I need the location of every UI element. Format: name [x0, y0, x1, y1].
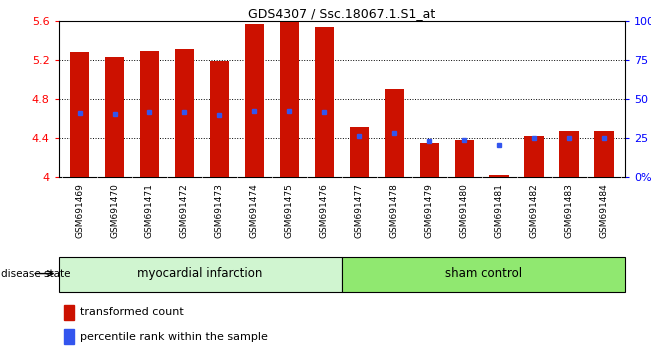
Bar: [280, 22, 299, 177]
Bar: [490, 175, 508, 177]
Text: GSM691475: GSM691475: [285, 183, 294, 238]
Text: GSM691479: GSM691479: [424, 183, 434, 238]
Bar: [314, 27, 334, 177]
Text: GSM691481: GSM691481: [495, 183, 504, 238]
Text: GSM691470: GSM691470: [110, 183, 119, 238]
FancyBboxPatch shape: [59, 257, 342, 292]
Text: GSM691478: GSM691478: [390, 183, 398, 238]
Text: disease state: disease state: [1, 269, 70, 279]
Text: GSM691480: GSM691480: [460, 183, 469, 238]
Bar: [140, 51, 159, 177]
Text: GSM691471: GSM691471: [145, 183, 154, 238]
Bar: [64, 305, 74, 320]
Text: GSM691472: GSM691472: [180, 183, 189, 238]
Bar: [105, 57, 124, 177]
Text: transformed count: transformed count: [80, 307, 184, 317]
Text: GSM691484: GSM691484: [600, 183, 609, 238]
FancyBboxPatch shape: [342, 257, 625, 292]
Bar: [245, 24, 264, 177]
Title: GDS4307 / Ssc.18067.1.S1_at: GDS4307 / Ssc.18067.1.S1_at: [248, 7, 436, 20]
Bar: [594, 131, 614, 177]
Bar: [385, 89, 404, 177]
Text: GSM691474: GSM691474: [250, 183, 259, 238]
Text: percentile rank within the sample: percentile rank within the sample: [80, 332, 268, 342]
Text: sham control: sham control: [445, 267, 522, 280]
Text: myocardial infarction: myocardial infarction: [137, 267, 263, 280]
Bar: [64, 329, 74, 344]
Bar: [419, 143, 439, 177]
Text: GSM691477: GSM691477: [355, 183, 364, 238]
Bar: [559, 131, 579, 177]
Text: GSM691473: GSM691473: [215, 183, 224, 238]
Text: GSM691476: GSM691476: [320, 183, 329, 238]
Text: GSM691483: GSM691483: [564, 183, 574, 238]
Bar: [210, 61, 229, 177]
Bar: [525, 136, 544, 177]
Bar: [70, 52, 89, 177]
Text: GSM691469: GSM691469: [75, 183, 84, 238]
Bar: [175, 50, 194, 177]
Bar: [350, 127, 369, 177]
Bar: [454, 140, 474, 177]
Text: GSM691482: GSM691482: [529, 183, 538, 238]
